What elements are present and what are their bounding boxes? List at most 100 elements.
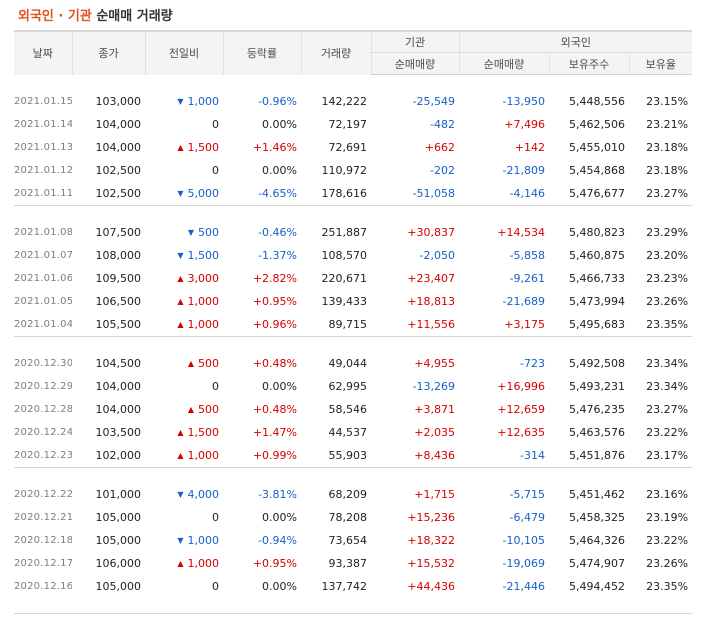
up-arrow-icon: ▲ [177,428,183,437]
cell-foreign-holding: 5,476,235 [549,398,629,421]
cell-foreign-net: -5,858 [459,244,549,267]
cell-foreign-net: -21,446 [459,575,549,598]
cell-inst-net: -202 [371,159,459,182]
cell-inst-net: +4,955 [371,352,459,375]
cell-date: 2020.12.22 [14,483,72,506]
cell-change: ▲1,000 [145,290,223,313]
down-arrow-icon: ▼ [177,490,183,499]
cell-change: ▼1,000 [145,529,223,552]
cell-date: 2021.01.05 [14,290,72,313]
change-value: 4,000 [188,488,220,501]
cell-inst-net: +23,407 [371,267,459,290]
cell-volume: 178,616 [301,182,371,206]
spacer-cell [14,598,692,614]
cell-change: ▼ 4,000 [145,483,223,506]
cell-date: 2021.01.11 [14,182,72,206]
spacer-cell [14,614,692,617]
cell-rate: +2.82% [223,267,301,290]
up-arrow-icon: ▲ [177,320,183,329]
title-highlight: 외국인 · 기관 [18,9,92,24]
change-value: 0 [212,164,219,177]
cell-volume: 220,671 [301,267,371,290]
cell-close: 104,000 [72,398,145,421]
cell-volume: 89,715 [301,313,371,337]
cell-date: 2021.01.13 [14,136,72,159]
cell-foreign-ratio: 23.27% [629,398,692,421]
down-arrow-icon: ▼ [188,228,194,237]
cell-rate: +1.47% [223,421,301,444]
spacer-cell [14,75,692,91]
cell-change: ▲1,000 [145,552,223,575]
cell-foreign-holding: 5,455,010 [549,136,629,159]
cell-foreign-net: -4,146 [459,182,549,206]
cell-foreign-net: -314 [459,444,549,468]
cell-foreign-ratio: 23.27% [629,182,692,206]
cell-rate: 0.00% [223,159,301,182]
cell-rate: -3.81% [223,483,301,506]
header-foreign-holding: 보유주수 [549,53,629,75]
change-value: 1,000 [188,557,220,570]
trading-table: 날짜 종가 전일비 등락률 거래량 기관 외국인 순매매량 순매매량 보유주수 … [14,30,692,617]
cell-close: 102,500 [72,182,145,206]
cell-date: 2021.01.07 [14,244,72,267]
cell-inst-net: +30,837 [371,221,459,244]
cell-foreign-holding: 5,464,326 [549,529,629,552]
cell-volume: 78,208 [301,506,371,529]
cell-date: 2020.12.29 [14,375,72,398]
cell-rate: +1.46% [223,136,301,159]
cell-foreign-holding: 5,458,325 [549,506,629,529]
cell-foreign-holding: 5,474,907 [549,552,629,575]
cell-foreign-ratio: 23.23% [629,267,692,290]
cell-foreign-ratio: 23.18% [629,136,692,159]
cell-inst-net: -13,269 [371,375,459,398]
cell-inst-net: -482 [371,113,459,136]
cell-inst-net: +3,871 [371,398,459,421]
cell-rate: +0.95% [223,552,301,575]
cell-volume: 49,044 [301,352,371,375]
cell-rate: 0.00% [223,506,301,529]
cell-rate: 0.00% [223,575,301,598]
cell-volume: 62,995 [301,375,371,398]
cell-close: 108,000 [72,244,145,267]
change-value: 1,000 [188,295,220,308]
cell-foreign-net: -5,715 [459,483,549,506]
cell-date: 2021.01.12 [14,159,72,182]
cell-rate: +0.95% [223,290,301,313]
cell-change: ▼5,000 [145,182,223,206]
cell-rate: +0.48% [223,398,301,421]
group-spacer [14,614,692,617]
cell-close: 109,500 [72,267,145,290]
cell-rate: +0.48% [223,352,301,375]
cell-date: 2021.01.04 [14,313,72,337]
cell-foreign-net: +12,659 [459,398,549,421]
cell-date: 2020.12.30 [14,352,72,375]
title-rest: 순매매 거래량 [96,9,172,24]
cell-foreign-holding: 5,462,506 [549,113,629,136]
spacer-cell [14,468,692,484]
header-foreign: 외국인 [459,31,692,53]
cell-foreign-net: -21,809 [459,159,549,182]
header-row-top: 날짜 종가 전일비 등락률 거래량 기관 외국인 [14,31,692,53]
cell-close: 104,000 [72,113,145,136]
cell-volume: 108,570 [301,244,371,267]
change-value: 1,000 [188,449,220,462]
cell-change: 0 [145,575,223,598]
cell-foreign-holding: 5,480,823 [549,221,629,244]
cell-change: ▲1,500 [145,136,223,159]
cell-change: 0 [145,506,223,529]
panel-title: 외국인 · 기관 순매매 거래량 [18,6,173,28]
header-change: 전일비 [145,31,223,75]
change-value: 0 [212,511,219,524]
cell-close: 103,000 [72,90,145,113]
cell-change: ▲1,000 [145,444,223,468]
cell-date: 2021.01.08 [14,221,72,244]
cell-close: 106,500 [72,290,145,313]
cell-volume: 58,546 [301,398,371,421]
up-arrow-icon: ▲ [188,359,194,368]
